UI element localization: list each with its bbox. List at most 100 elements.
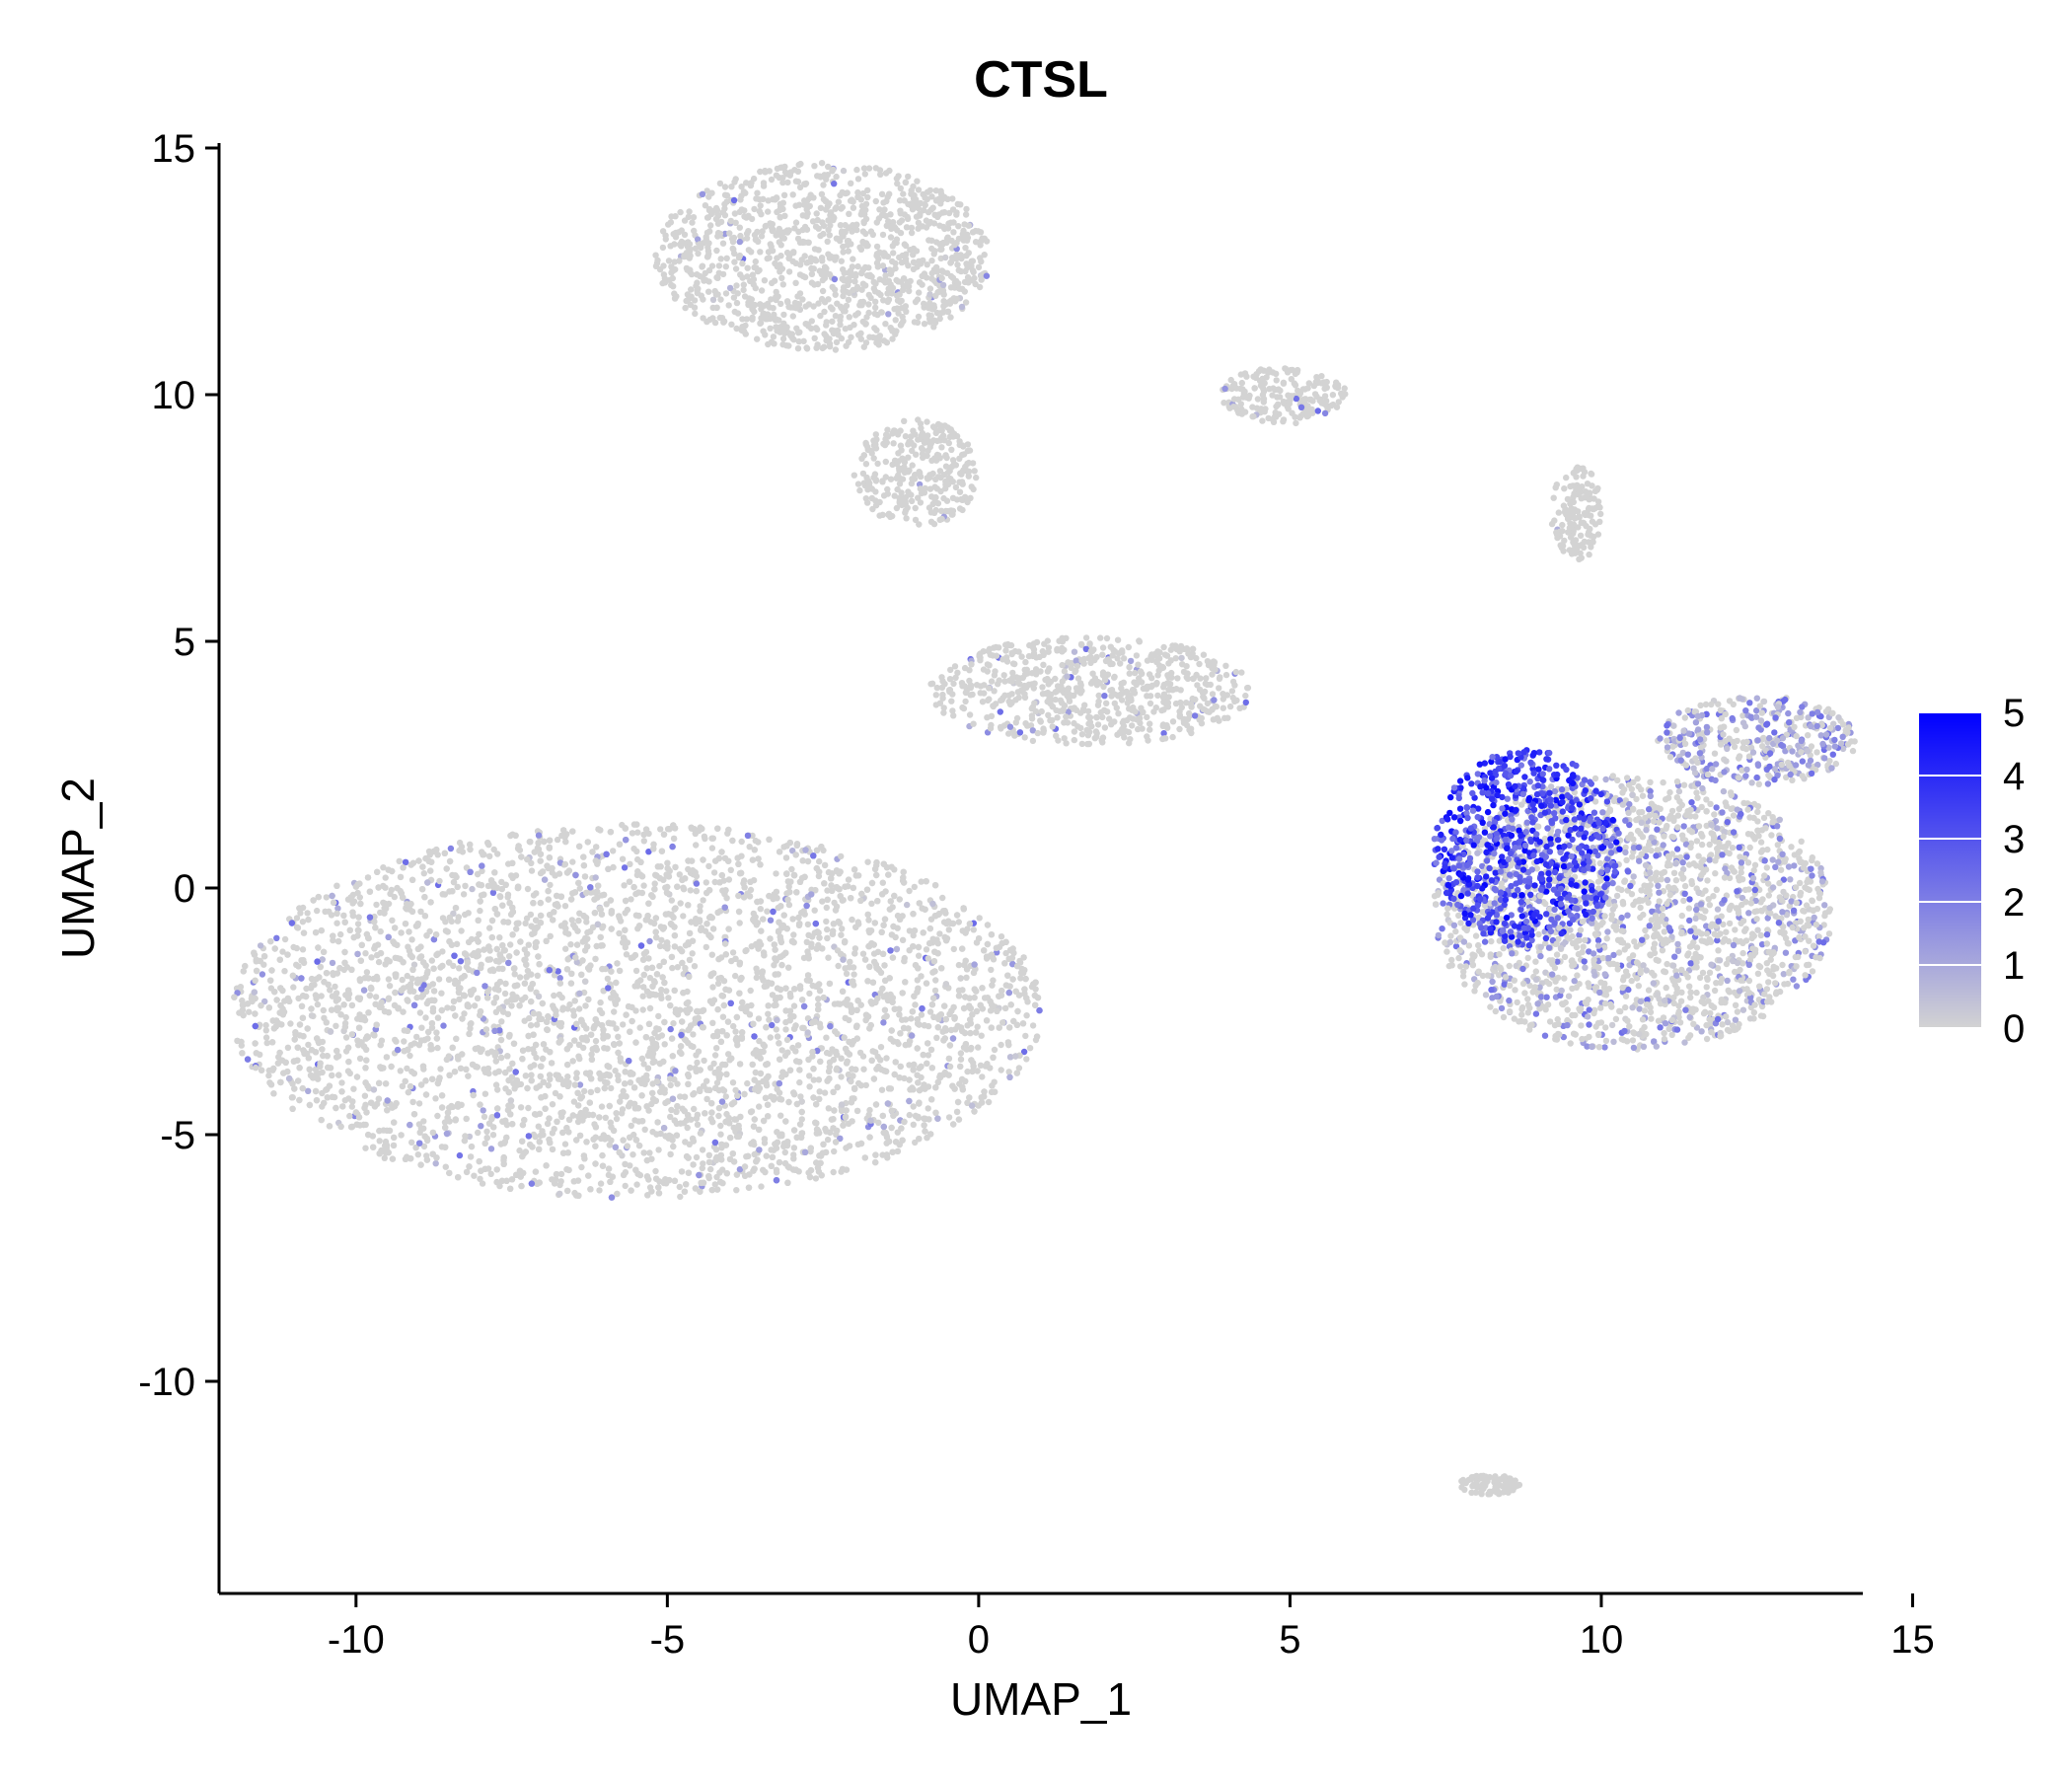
cell-point	[885, 277, 892, 284]
cell-point	[434, 1112, 441, 1120]
cell-point	[1137, 668, 1145, 675]
cell-point	[958, 303, 966, 311]
cell-point	[1259, 417, 1266, 424]
cell-point	[842, 229, 849, 236]
cell-point	[796, 184, 804, 191]
cell-point	[947, 314, 954, 321]
cell-point	[902, 303, 910, 310]
cell-point	[1078, 740, 1086, 748]
cell-point	[771, 340, 777, 347]
cell-point	[1169, 642, 1176, 649]
cell-point	[1148, 675, 1155, 682]
cell-point	[967, 682, 975, 689]
cell-point	[592, 1037, 600, 1045]
cell-point	[825, 226, 832, 234]
cell-point	[957, 252, 964, 259]
cell-point	[1093, 653, 1100, 661]
cell-point	[1040, 661, 1047, 668]
cell-point	[1071, 719, 1077, 727]
cell-point	[1078, 687, 1085, 695]
cell-point	[1065, 659, 1072, 666]
cell-point	[729, 1079, 737, 1086]
cell-point	[895, 173, 902, 180]
cell-point	[961, 278, 969, 286]
cell-point	[972, 239, 980, 246]
cell-point	[937, 190, 945, 197]
cell-point	[1293, 395, 1300, 403]
cell-point	[1271, 413, 1279, 420]
cell-point	[862, 240, 870, 247]
cell-point	[517, 1104, 525, 1111]
cell-point	[932, 454, 939, 462]
cell-point	[805, 301, 813, 308]
cell-point	[662, 236, 669, 243]
cell-point	[744, 273, 751, 280]
cell-point	[1172, 655, 1179, 662]
cell-point	[486, 925, 493, 931]
cell-point	[699, 262, 706, 269]
cell-point	[757, 249, 764, 256]
cell-point	[478, 1123, 484, 1130]
cell-point	[1305, 380, 1313, 387]
cell-point	[814, 173, 821, 180]
cell-point	[987, 651, 994, 658]
cell-point	[894, 227, 901, 234]
cell-point	[901, 197, 908, 204]
cell-point	[801, 201, 808, 208]
cell-point	[939, 691, 946, 699]
cell-point	[1101, 675, 1109, 682]
cell-point	[889, 258, 896, 265]
cell-point	[314, 1000, 322, 1008]
cell-point	[811, 163, 818, 170]
cell-point	[619, 1110, 626, 1117]
cell-point	[1198, 720, 1206, 727]
cell-point	[893, 239, 900, 247]
cell-point	[1222, 662, 1229, 669]
cell-point	[963, 205, 970, 213]
cell-point	[1089, 647, 1096, 655]
cell-point	[932, 187, 939, 194]
cell-point	[1203, 675, 1210, 682]
cell-point	[821, 331, 828, 337]
cell-point	[826, 255, 834, 261]
cell-point	[851, 322, 857, 329]
cell-point	[713, 1045, 720, 1052]
cell-point	[725, 302, 732, 309]
cell-point	[944, 308, 951, 316]
cell-point	[684, 266, 691, 273]
cell-point	[1211, 697, 1218, 703]
cell-point	[1034, 729, 1042, 737]
cell-point	[1049, 703, 1056, 710]
cell-point	[919, 272, 925, 280]
cell-point	[959, 506, 966, 514]
cell-point	[813, 344, 820, 351]
cluster-right-branch	[1220, 365, 1349, 427]
cell-point	[1046, 695, 1053, 703]
cell-point	[669, 274, 676, 282]
cell-point	[1100, 683, 1107, 691]
cell-point	[804, 259, 811, 266]
cell-point	[752, 258, 759, 265]
cell-point	[1003, 654, 1010, 661]
cell-point	[902, 256, 910, 262]
cell-point	[962, 245, 969, 252]
cell-point	[913, 213, 921, 220]
cell-point	[733, 299, 741, 307]
cell-point	[1313, 393, 1320, 400]
cell-point	[896, 465, 903, 472]
cell-point	[1021, 734, 1028, 741]
cell-point	[981, 690, 988, 697]
cell-point	[1176, 648, 1183, 655]
cell-point	[1209, 665, 1216, 672]
cell-point	[890, 440, 897, 447]
cell-point	[1106, 715, 1113, 722]
cell-point	[872, 304, 879, 311]
cell-point	[949, 195, 956, 202]
cell-point	[957, 1050, 965, 1057]
cell-point	[1332, 383, 1339, 391]
cell-point	[887, 234, 895, 241]
cell-point	[978, 272, 985, 279]
cell-point	[882, 458, 889, 466]
cell-point	[409, 859, 417, 866]
cell-point	[895, 458, 902, 465]
